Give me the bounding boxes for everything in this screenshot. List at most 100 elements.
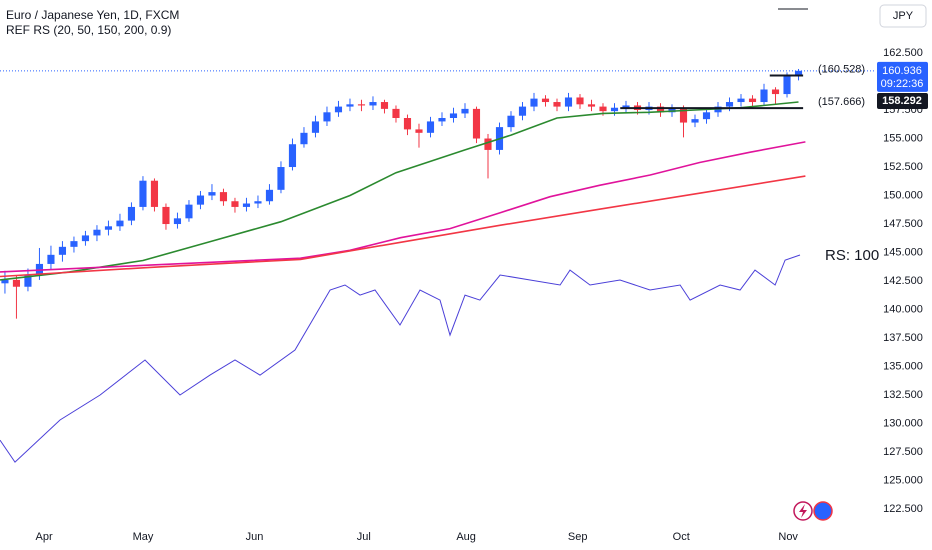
candle-body bbox=[426, 121, 435, 133]
flash-glyph bbox=[799, 504, 807, 518]
candle-body bbox=[748, 98, 757, 103]
candle-body bbox=[380, 102, 389, 109]
candle-body bbox=[702, 112, 711, 120]
globe-icon[interactable] bbox=[813, 501, 833, 521]
rs-price-text: 158.292 bbox=[882, 95, 922, 107]
candle-body bbox=[530, 98, 538, 107]
y-tick-label: 127.500 bbox=[883, 446, 923, 458]
candle-body bbox=[334, 106, 343, 113]
candle-body bbox=[553, 102, 561, 107]
candle-body bbox=[691, 119, 699, 123]
candle-body bbox=[610, 107, 619, 112]
indicator-line bbox=[0, 175, 806, 278]
x-tick-label: May bbox=[133, 531, 154, 543]
candle-body bbox=[794, 70, 803, 76]
candle-body bbox=[277, 167, 285, 190]
candle-body bbox=[24, 275, 32, 287]
candle-body bbox=[392, 108, 400, 119]
chart-title: Euro / Japanese Yen, 1D, FXCM bbox=[6, 8, 179, 22]
candle-body bbox=[300, 132, 308, 145]
candle-body bbox=[472, 108, 481, 139]
candle-body bbox=[127, 206, 136, 221]
candle-body bbox=[93, 229, 101, 236]
candle-body bbox=[656, 106, 665, 113]
y-tick-label: 135.000 bbox=[883, 360, 923, 372]
candle-body bbox=[208, 192, 216, 196]
indicator-line bbox=[0, 101, 799, 281]
candle-body bbox=[58, 246, 67, 255]
candle-body bbox=[150, 180, 159, 207]
rs-label: RS: 100 bbox=[825, 247, 879, 264]
y-tick-label: 125.000 bbox=[883, 474, 923, 486]
candle-body bbox=[185, 204, 193, 219]
candle-body bbox=[311, 121, 320, 133]
candle-body bbox=[346, 104, 354, 107]
x-tick-label: Apr bbox=[35, 531, 52, 543]
y-tick-label: 152.500 bbox=[883, 161, 923, 173]
candle-body bbox=[196, 195, 205, 205]
currency-button[interactable] bbox=[879, 4, 927, 28]
candle-body bbox=[1, 279, 9, 284]
y-tick-label: 122.500 bbox=[883, 503, 923, 515]
indicator-line bbox=[0, 254, 801, 463]
candle-body bbox=[104, 226, 113, 230]
candle-body bbox=[541, 98, 550, 103]
candle-body bbox=[242, 203, 251, 207]
candle-body bbox=[219, 192, 228, 202]
countdown-text: 09:22:36 bbox=[881, 78, 924, 90]
last-price-badge bbox=[877, 61, 928, 92]
candle-body bbox=[231, 201, 239, 207]
y-tick-label: 142.500 bbox=[883, 275, 923, 287]
candle-body bbox=[323, 112, 331, 122]
candle-body bbox=[737, 98, 745, 103]
candle-body bbox=[622, 105, 630, 108]
rs-price-badge bbox=[877, 92, 928, 109]
level-label: (160.528) bbox=[818, 63, 865, 75]
y-tick-label: 162.500 bbox=[883, 47, 923, 59]
candle-body bbox=[173, 218, 182, 225]
y-tick-label: 150.000 bbox=[883, 189, 923, 201]
candle-body bbox=[139, 180, 147, 207]
candle-body bbox=[369, 102, 377, 106]
candle-body bbox=[576, 97, 584, 105]
x-tick-label: Oct bbox=[673, 531, 690, 543]
x-tick-label: Jul bbox=[357, 531, 371, 543]
x-tick-label: Nov bbox=[778, 531, 798, 543]
indicator-line bbox=[0, 141, 806, 273]
y-tick-label: 130.000 bbox=[883, 417, 923, 429]
chart-subtitle: REF RS (20, 50, 150, 200, 0.9) bbox=[6, 23, 171, 37]
candle-body bbox=[587, 104, 596, 107]
last-price-text: 160.936 bbox=[882, 65, 922, 77]
candle-body bbox=[288, 144, 297, 168]
candle-body bbox=[403, 118, 412, 130]
candle-body bbox=[438, 118, 446, 122]
candle-body bbox=[265, 189, 274, 202]
candle-body bbox=[70, 241, 78, 247]
y-tick-label: 132.500 bbox=[883, 389, 923, 401]
candle-body bbox=[783, 75, 791, 95]
y-tick-label: 137.500 bbox=[883, 332, 923, 344]
candle-body bbox=[461, 108, 469, 114]
x-tick-label: Sep bbox=[568, 531, 588, 543]
x-tick-label: Jun bbox=[246, 531, 264, 543]
candle-body bbox=[162, 206, 170, 225]
candle-body bbox=[484, 138, 492, 150]
candle-body bbox=[449, 113, 458, 119]
candle-body bbox=[12, 279, 21, 287]
candle-body bbox=[254, 201, 262, 204]
y-tick-label: 155.000 bbox=[883, 132, 923, 144]
candle-body bbox=[116, 220, 124, 227]
y-tick-label: 145.000 bbox=[883, 246, 923, 258]
y-tick-label: 140.000 bbox=[883, 303, 923, 315]
candle-body bbox=[771, 89, 780, 95]
level-label: (157.666) bbox=[818, 96, 865, 108]
candle-body bbox=[564, 97, 573, 107]
candle-body bbox=[507, 115, 515, 128]
x-tick-label: Aug bbox=[456, 531, 476, 543]
candle-body bbox=[415, 129, 423, 133]
candle-body bbox=[725, 102, 734, 107]
candle-body bbox=[518, 106, 527, 116]
candle-body bbox=[679, 108, 688, 123]
